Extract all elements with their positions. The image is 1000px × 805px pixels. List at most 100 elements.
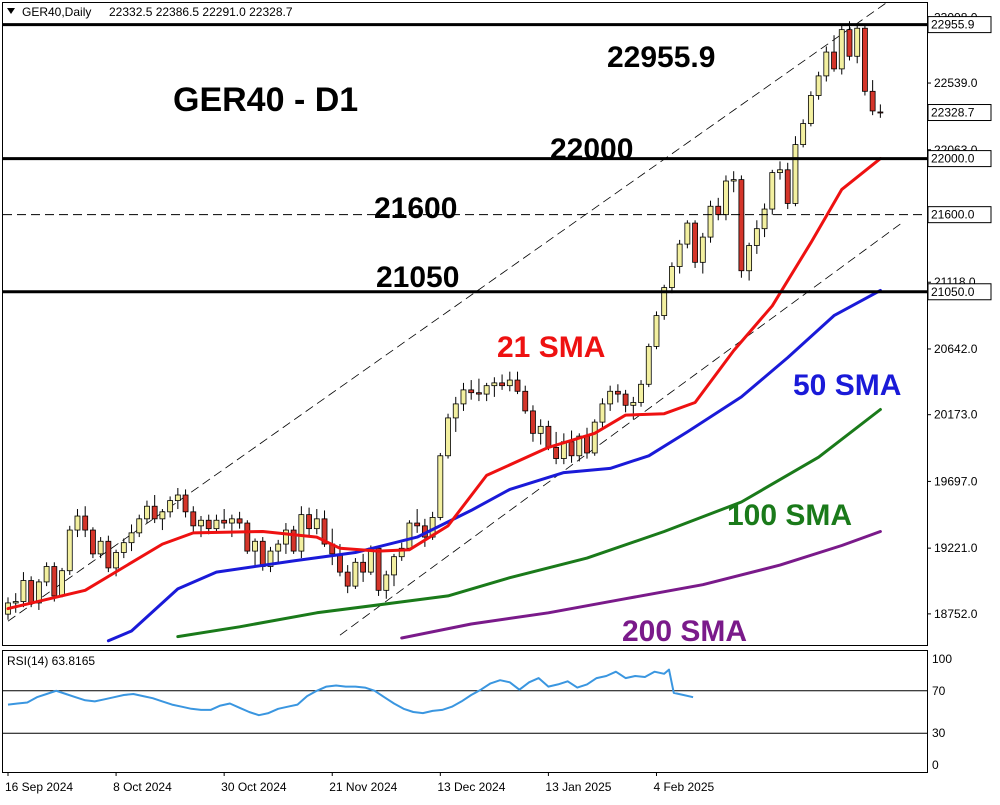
- candle-down: [553, 446, 560, 459]
- candle-up: [699, 236, 706, 263]
- candle-up: [66, 529, 73, 572]
- price-label-box: [927, 206, 992, 224]
- candle-up: [120, 542, 127, 553]
- candle-down: [738, 179, 745, 272]
- x-tick-label: 4 Feb 2025: [653, 780, 714, 794]
- candle-up: [723, 180, 729, 216]
- candle-down: [90, 529, 96, 555]
- symbol-label: GER40,Daily: [22, 5, 91, 19]
- price-label-box: [927, 104, 992, 122]
- candle-up: [753, 228, 760, 246]
- candle-down: [568, 441, 575, 457]
- x-tick-label: 16 Sep 2024: [5, 780, 73, 794]
- moving-averages: [6, 157, 882, 643]
- candle-up: [483, 385, 490, 395]
- candle-up: [275, 543, 282, 552]
- sma100-line: [176, 408, 882, 639]
- candle-up: [807, 95, 814, 124]
- candle-up: [452, 403, 459, 419]
- candle-up: [43, 566, 50, 583]
- candle-up: [491, 382, 498, 387]
- candle-up: [59, 570, 65, 597]
- candle-down: [259, 540, 266, 567]
- candle-down: [306, 514, 312, 530]
- candle-up: [460, 389, 467, 405]
- candle-down: [321, 518, 328, 545]
- channel-upper-line: [7, 1, 889, 622]
- ohlc-values: 22332.5 22386.5 22291.0 22328.7: [109, 5, 293, 19]
- candle-up: [506, 379, 513, 387]
- label-level-21600: 21600: [374, 192, 457, 225]
- price-label: 22328.7: [931, 106, 975, 120]
- label-level-22000: 22000: [550, 133, 633, 166]
- candle-up: [707, 205, 714, 238]
- candle-down: [105, 540, 112, 569]
- candle-up: [630, 402, 637, 406]
- rsi-title: RSI(14) 63.8165: [7, 654, 95, 668]
- candle-up: [198, 519, 204, 527]
- candle-up: [854, 27, 861, 57]
- candle-up: [97, 540, 104, 555]
- main-pane-frame: [2, 2, 928, 646]
- candle-down: [715, 205, 722, 216]
- y-tick-label: 18752.0: [934, 607, 978, 621]
- candle-down: [499, 382, 505, 387]
- y-tick-label: 20642.0: [934, 342, 978, 356]
- rsi-tick-label: 30: [932, 726, 946, 740]
- candle-down: [784, 169, 791, 204]
- candle-up: [445, 417, 451, 457]
- candle-up: [669, 266, 675, 288]
- candle-up: [298, 514, 305, 552]
- candle-up: [313, 518, 320, 530]
- candle-up: [800, 123, 807, 145]
- candle-down: [476, 392, 482, 395]
- candle-down: [468, 389, 475, 394]
- candle-up: [228, 518, 235, 524]
- candle-up: [113, 552, 119, 569]
- price-label: 21600.0: [931, 208, 975, 222]
- candle-down: [290, 529, 297, 552]
- candle-up: [591, 421, 598, 454]
- price-label-box: [927, 150, 992, 168]
- candle-down: [205, 519, 212, 530]
- candle-down: [82, 515, 89, 531]
- candle-up: [761, 208, 768, 230]
- candle-down: [182, 494, 189, 513]
- candle-down: [236, 518, 243, 524]
- candle-up: [398, 547, 405, 558]
- sma50-line: [106, 288, 882, 643]
- candle-up: [746, 245, 753, 272]
- candle-up: [437, 455, 444, 518]
- candle-down: [337, 553, 343, 573]
- price-label: 21050.0: [931, 285, 975, 299]
- rsi-tick-label: 0: [932, 758, 939, 772]
- candle-up: [128, 532, 135, 544]
- y-tick-label: 20173.0: [934, 408, 978, 422]
- candle-up: [406, 522, 413, 549]
- sma21-line: [6, 157, 882, 611]
- candle-up: [352, 561, 359, 587]
- candle-down: [414, 522, 421, 527]
- candle-up: [730, 179, 737, 182]
- rsi-indicator: 100 70 30 0: [3, 652, 952, 772]
- candle-up: [576, 435, 583, 457]
- y-tick-label: 19221.0: [934, 541, 978, 555]
- candle-down: [846, 29, 853, 57]
- candle-up: [599, 403, 606, 423]
- candle-up: [35, 581, 42, 604]
- price-label: 22955.9: [931, 18, 975, 32]
- candle-down: [530, 410, 536, 434]
- candle-up: [20, 580, 27, 602]
- x-axis: 16 Sep 2024 8 Oct 2024 30 Oct 2024 21 Nov 2…: [5, 772, 715, 794]
- candle-up: [74, 515, 81, 531]
- candle-down: [622, 393, 629, 406]
- candle-up: [769, 172, 776, 210]
- candle-up: [645, 346, 652, 385]
- label-level-22955: 22955.9: [607, 41, 715, 74]
- candle-up: [653, 315, 660, 347]
- dropdown-triangle-icon[interactable]: [7, 8, 15, 14]
- candle-up: [144, 505, 150, 520]
- candle-up: [213, 519, 220, 530]
